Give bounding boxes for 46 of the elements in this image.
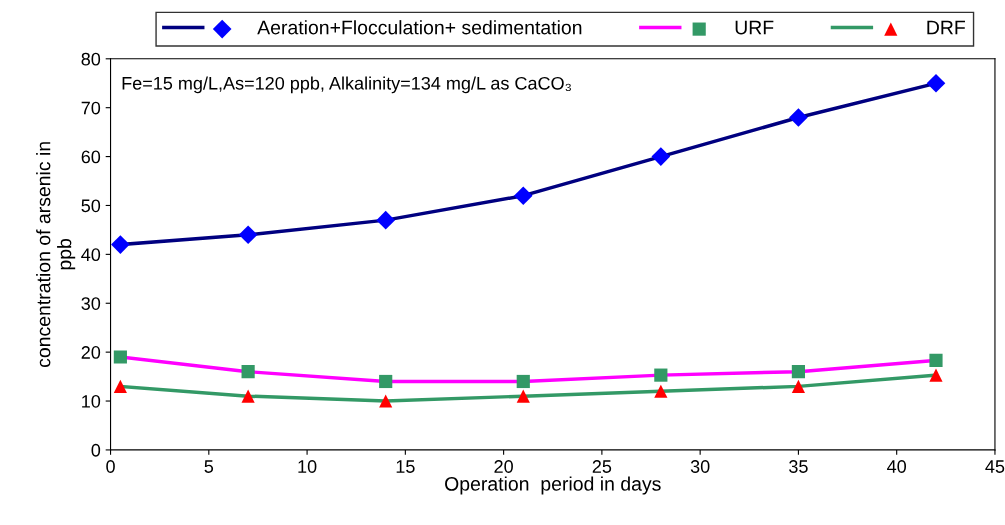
point — [513, 186, 533, 206]
legend-label: DRF — [927, 20, 965, 35]
x-tick-label: 40 — [887, 460, 907, 473]
legend-label: URF — [735, 20, 774, 35]
x-tick-label: 20 — [494, 460, 513, 473]
point — [654, 368, 668, 382]
point — [379, 394, 393, 408]
y-tick-label: 60 — [81, 150, 101, 164]
point — [926, 73, 946, 93]
point — [929, 368, 943, 382]
x-tick-label: 0 — [106, 460, 115, 473]
x-tick-label: 30 — [690, 460, 710, 473]
point — [113, 379, 127, 393]
point — [929, 353, 943, 368]
legend-label: Aeration+Flocculation+ sedimentation — [257, 20, 582, 35]
point — [789, 108, 808, 127]
x-tick-label: 45 — [985, 460, 1005, 473]
annotation: Fe=15 mg/L,As=120 ppb, Alkalinity=134 mg/L as CaCO₃ — [122, 76, 571, 94]
point — [379, 374, 393, 389]
point — [654, 384, 668, 398]
point — [791, 365, 805, 379]
y-tick-label: 0 — [91, 443, 101, 457]
point — [113, 350, 127, 364]
y-tick-label: 30 — [81, 297, 101, 310]
x-tick-label: 15 — [396, 460, 415, 473]
point — [791, 379, 805, 393]
point — [376, 210, 396, 230]
point — [516, 374, 530, 389]
x-axis-title: Operation period in days — [445, 476, 661, 495]
point — [111, 235, 130, 254]
x-tick-label: 5 — [204, 460, 214, 473]
point — [241, 389, 255, 403]
point — [651, 147, 671, 166]
y-tick-label: 70 — [81, 101, 101, 115]
point — [241, 365, 255, 379]
y-tick-label: 50 — [81, 199, 101, 213]
point — [238, 225, 258, 245]
y-tick-label: 40 — [81, 248, 101, 262]
y-tick-label: 80 — [81, 52, 101, 66]
y-axis-title: concentration of arsenic in ppb — [36, 142, 76, 368]
x-tick-label: 25 — [592, 460, 612, 473]
y-tick-label: 20 — [81, 346, 101, 359]
y-tick-label: 10 — [82, 394, 101, 408]
point — [516, 389, 530, 403]
x-tick-label: 10 — [298, 460, 317, 473]
x-tick-label: 35 — [789, 460, 808, 473]
